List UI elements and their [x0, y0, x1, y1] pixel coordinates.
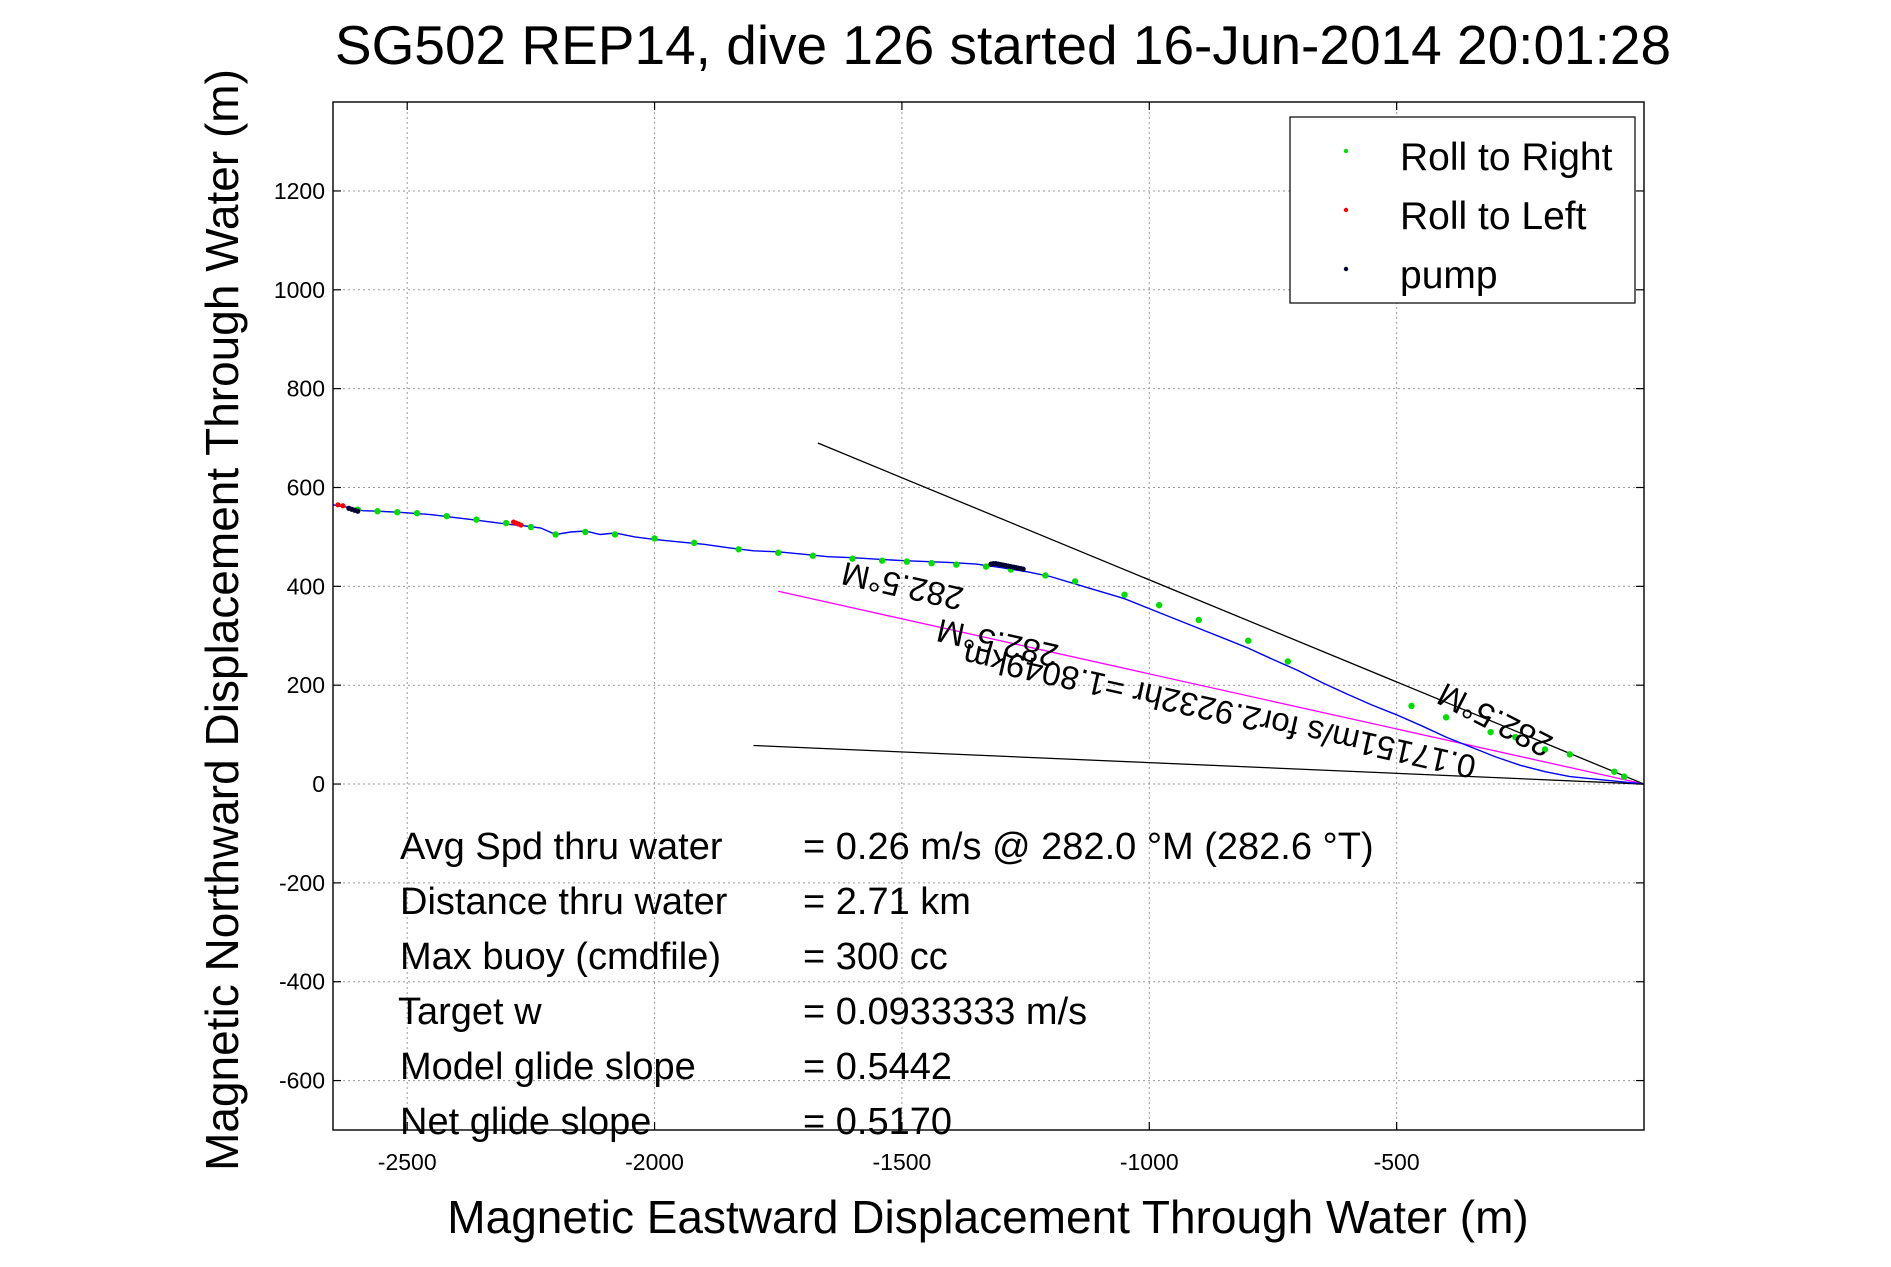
stat-value-model-glide: = 0.5442: [803, 1046, 952, 1088]
y-tick-label: 600: [287, 475, 325, 501]
plot-area-frame: [332, 101, 1645, 1131]
roll-right-point: [1621, 773, 1628, 780]
roll-right-point: [1541, 746, 1549, 753]
y-tick-label: 200: [287, 672, 325, 698]
grid-layer: [333, 102, 1644, 1130]
chart-title: SG502 REP14, dive 126 started 16-Jun-201…: [335, 14, 1671, 76]
roll-right-point: [878, 557, 886, 564]
y-tick-label: -600: [279, 1068, 325, 1094]
roll-right-point: [775, 549, 782, 556]
reference-lines-layer: [753, 442, 1645, 785]
y-tick-label: 1000: [274, 277, 325, 303]
x-axis-label: Magnetic Eastward Displacement Through W…: [447, 1191, 1528, 1243]
x-tick-label: -1500: [873, 1149, 932, 1175]
roll-right-point: [651, 535, 658, 542]
stat-value-distance: = 2.71 km: [803, 881, 971, 923]
legend-marker-roll-left: [1343, 207, 1349, 213]
roll-right-point: [1442, 714, 1450, 721]
roll-right-point: [374, 508, 381, 515]
roll-right-point: [582, 528, 589, 536]
legend-label-roll-right: Roll to Right: [1400, 136, 1613, 179]
roll-right-point: [953, 561, 960, 568]
legend-marker-pump: [1343, 266, 1349, 272]
roll-right-point: [982, 563, 990, 570]
y-tick-label: 0: [312, 771, 325, 797]
roll-right-point: [527, 523, 535, 531]
stat-label-model-glide: Model glide slope: [400, 1046, 696, 1088]
x-tick-label: -2500: [378, 1149, 437, 1175]
legend-marker-roll-right: [1343, 148, 1349, 154]
roll-right-point: [1195, 616, 1202, 624]
roll-right-point: [809, 552, 817, 559]
roll-right-point: [1071, 578, 1079, 585]
roll-right-point: [1487, 728, 1494, 736]
roll-left-point: [518, 522, 524, 528]
stat-label-distance: Distance thru water: [400, 881, 728, 923]
roll-right-point: [443, 512, 450, 520]
y-tick-label: -200: [279, 870, 325, 896]
stat-value-target-w: = 0.0933333 m/s: [803, 991, 1087, 1033]
roll-right-point: [1611, 768, 1618, 775]
roll-left-point: [340, 503, 346, 509]
roll-right-point: [1408, 702, 1415, 710]
y-tick-label: 400: [287, 573, 325, 599]
roll-right-point: [394, 509, 401, 516]
heading-line: [778, 590, 1645, 785]
roll-right-point: [903, 558, 911, 565]
roll-right-point: [1512, 733, 1519, 741]
x-tick-label: -500: [1374, 1149, 1420, 1175]
roll-right-point: [611, 531, 619, 538]
roll-right-point: [1042, 572, 1049, 579]
y-tick-label: -400: [279, 969, 325, 995]
y-tick-label: 1200: [274, 178, 325, 204]
points-layer: [335, 502, 1628, 780]
stat-label-target-w: Target w: [398, 991, 542, 1033]
stat-label-avg-speed: Avg Spd thru water: [400, 826, 723, 868]
roll-right-point: [1121, 591, 1128, 598]
upper-bound-line: [817, 442, 1645, 785]
stat-label-max-buoy: Max buoy (cmdfile): [400, 936, 721, 978]
stat-value-avg-speed: = 0.26 m/s @ 282.0 °M (282.6 °T): [803, 826, 1374, 868]
roll-right-point: [735, 546, 742, 553]
roll-right-point: [690, 539, 698, 547]
legend-label-pump: pump: [1400, 254, 1498, 297]
x-tick-label: -1000: [1120, 1149, 1179, 1175]
y-tick-label: 800: [287, 376, 325, 402]
roll-right-point: [928, 559, 935, 567]
roll-right-point: [1566, 751, 1573, 758]
roll-right-point: [473, 516, 480, 523]
roll-right-point: [1284, 658, 1292, 665]
y-axis-label: Magnetic Northward Displacement Through …: [196, 69, 248, 1171]
stat-value-net-glide: = 0.5170: [803, 1101, 952, 1143]
roll-right-point: [849, 555, 856, 562]
x-tick-label: -2000: [625, 1149, 684, 1175]
stat-label-net-glide: Net glide slope: [400, 1101, 651, 1143]
roll-right-point: [502, 519, 510, 527]
lower-bound-line: [753, 744, 1645, 785]
roll-right-point: [1155, 601, 1163, 609]
roll-right-point: [1245, 637, 1252, 644]
legend: Roll to Right Roll to Left pump: [1289, 116, 1636, 304]
legend-label-roll-left: Roll to Left: [1400, 195, 1587, 238]
stats-block: Avg Spd thru water = 0.26 m/s @ 282.0 °M…: [398, 826, 1374, 1143]
ticks-layer: -2500 -2000 -1500 -1000 -500-600-400-2000200…: [274, 102, 1644, 1175]
roll-right-point: [552, 531, 559, 538]
stat-value-max-buoy: = 300 cc: [803, 936, 948, 978]
pump-point: [355, 508, 361, 514]
roll-right-point: [413, 510, 421, 517]
roll-left-point: [335, 502, 341, 508]
pump-point: [1020, 566, 1026, 572]
